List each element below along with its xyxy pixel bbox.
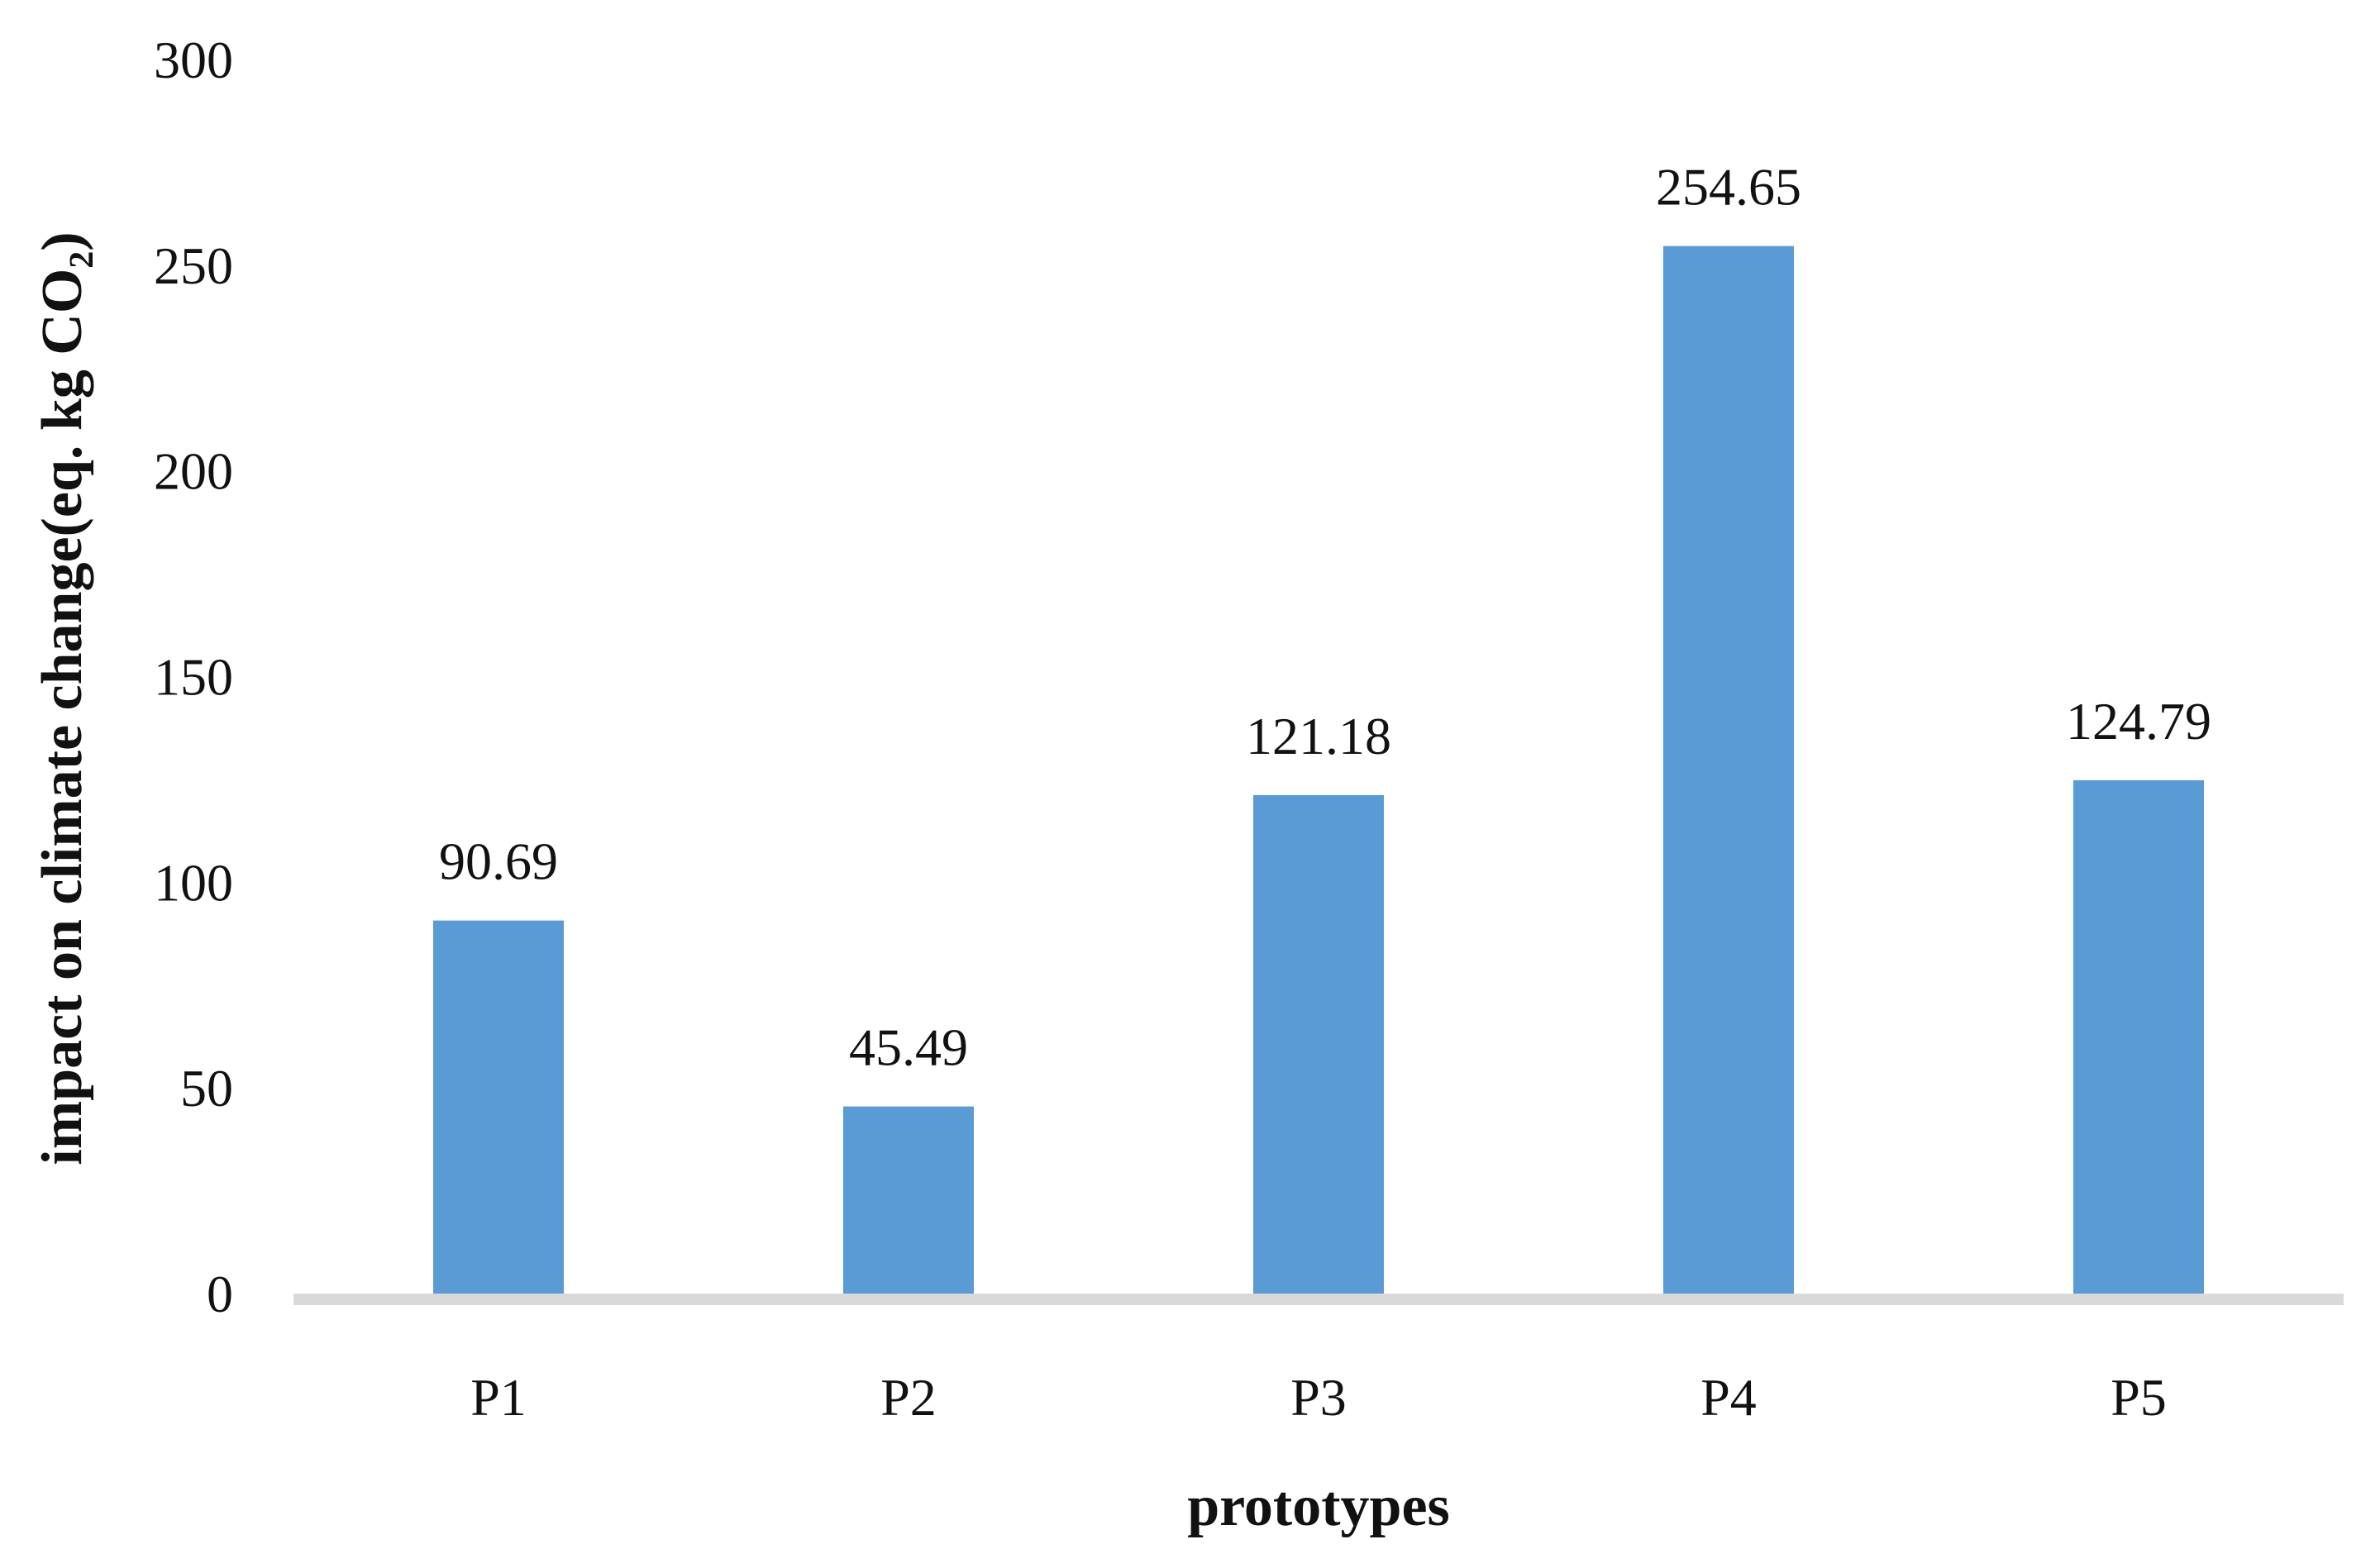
- y-tick-label: 200: [154, 442, 233, 501]
- category-label-p3: P3: [1290, 1368, 1347, 1427]
- data-label-p5: 124.79: [2066, 692, 2211, 751]
- bar-p2: [843, 1106, 974, 1294]
- bars: [433, 245, 2204, 1294]
- y-axis-ticks: 0 50 100 150 200 250 300: [154, 31, 233, 1323]
- y-tick-label: 0: [207, 1265, 233, 1323]
- category-label-p5: P5: [2111, 1368, 2167, 1427]
- x-axis-title: prototypes: [1187, 1475, 1450, 1538]
- x-axis-category-labels: P1 P2 P3 P4 P5: [470, 1368, 2167, 1427]
- y-tick-label: 50: [180, 1059, 233, 1118]
- bar-p1: [433, 920, 564, 1294]
- y-tick-label: 300: [154, 31, 233, 89]
- y-tick-label: 150: [154, 648, 233, 707]
- data-label-p1: 90.69: [439, 832, 558, 891]
- data-label-p3: 121.18: [1246, 707, 1391, 765]
- category-label-p4: P4: [1700, 1368, 1757, 1427]
- data-label-p2: 45.49: [849, 1018, 968, 1077]
- y-tick-label: 100: [154, 853, 233, 912]
- category-label-p1: P1: [470, 1368, 527, 1427]
- bar-p5: [2073, 779, 2204, 1294]
- y-axis-title: impact on climate change(eq. kg CO₂): [31, 231, 94, 1165]
- bar-p3: [1253, 794, 1384, 1294]
- y-tick-label: 250: [154, 236, 233, 295]
- data-label-p4: 254.65: [1656, 158, 1801, 217]
- category-label-p2: P2: [880, 1368, 937, 1427]
- bar-p4: [1663, 245, 1794, 1294]
- data-labels: 90.69 45.49 121.18 254.65 124.79: [439, 158, 2211, 1077]
